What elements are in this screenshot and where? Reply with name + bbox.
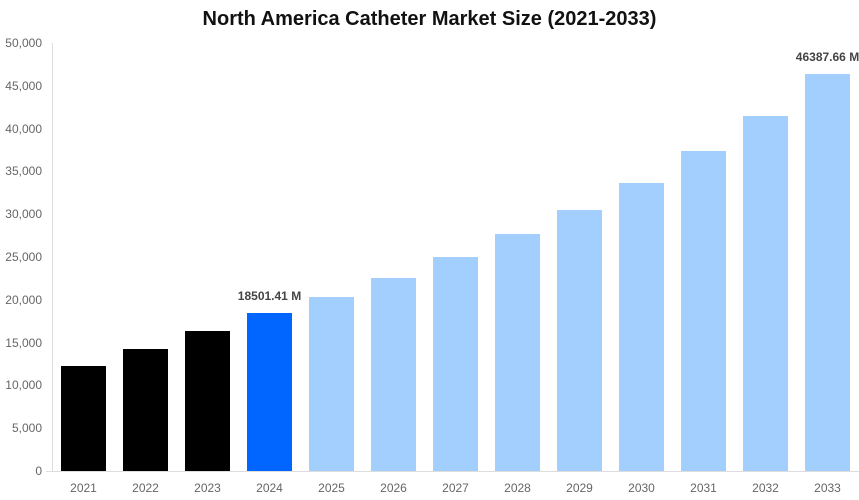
x-tick-label: 2030	[628, 481, 655, 495]
data-label: 46387.66 M	[795, 49, 859, 64]
y-tick-label: 0	[35, 464, 42, 478]
chart-title: North America Catheter Market Size (2021…	[202, 8, 657, 30]
bar-2029[interactable]	[557, 209, 602, 471]
bar-2023[interactable]	[185, 331, 230, 471]
x-tick-label: 2027	[442, 481, 469, 495]
y-tick-label: 50,000	[5, 36, 42, 50]
data-label: 18501.41 M	[237, 288, 302, 303]
x-tick-label: 2025	[318, 481, 345, 495]
y-tick-label: 30,000	[5, 207, 42, 222]
bar-2026[interactable]	[371, 277, 416, 471]
bar-2025[interactable]	[309, 297, 354, 471]
y-tick-label: 15,000	[5, 335, 42, 350]
y-tick-label: 10,000	[5, 378, 42, 393]
bar-2021[interactable]	[61, 365, 106, 471]
bar-2033[interactable]	[805, 73, 850, 471]
x-tick-label: 2024	[256, 481, 283, 495]
y-tick-label: 5,000	[11, 421, 42, 436]
y-tick-label: 20,000	[5, 292, 42, 307]
y-tick-label: 40,000	[5, 121, 42, 136]
bar-2031[interactable]	[681, 151, 726, 471]
bar-2028[interactable]	[495, 234, 540, 471]
y-tick-label: 25,000	[5, 250, 42, 264]
x-tick-label: 2026	[380, 481, 407, 495]
x-axis-line	[46, 471, 859, 472]
x-tick-label: 2033	[814, 481, 841, 495]
x-tick-label: 2029	[566, 481, 593, 495]
x-tick-label: 2023	[194, 481, 221, 495]
bar-2030[interactable]	[619, 182, 664, 471]
y-axis-line	[52, 43, 53, 471]
x-tick-label: 2022	[132, 481, 159, 495]
y-tick-label: 35,000	[5, 164, 42, 179]
bar-2027[interactable]	[433, 256, 478, 471]
x-tick-label: 2021	[70, 481, 97, 495]
bar-2022[interactable]	[123, 349, 168, 471]
bar-2032[interactable]	[743, 116, 788, 471]
x-tick-label: 2031	[690, 481, 717, 495]
x-tick-label: 2032	[752, 481, 779, 495]
x-tick-label: 2028	[504, 481, 531, 495]
plot-area	[52, 43, 859, 471]
bar-2024[interactable]	[247, 312, 292, 471]
y-tick-label: 45,000	[5, 78, 42, 93]
